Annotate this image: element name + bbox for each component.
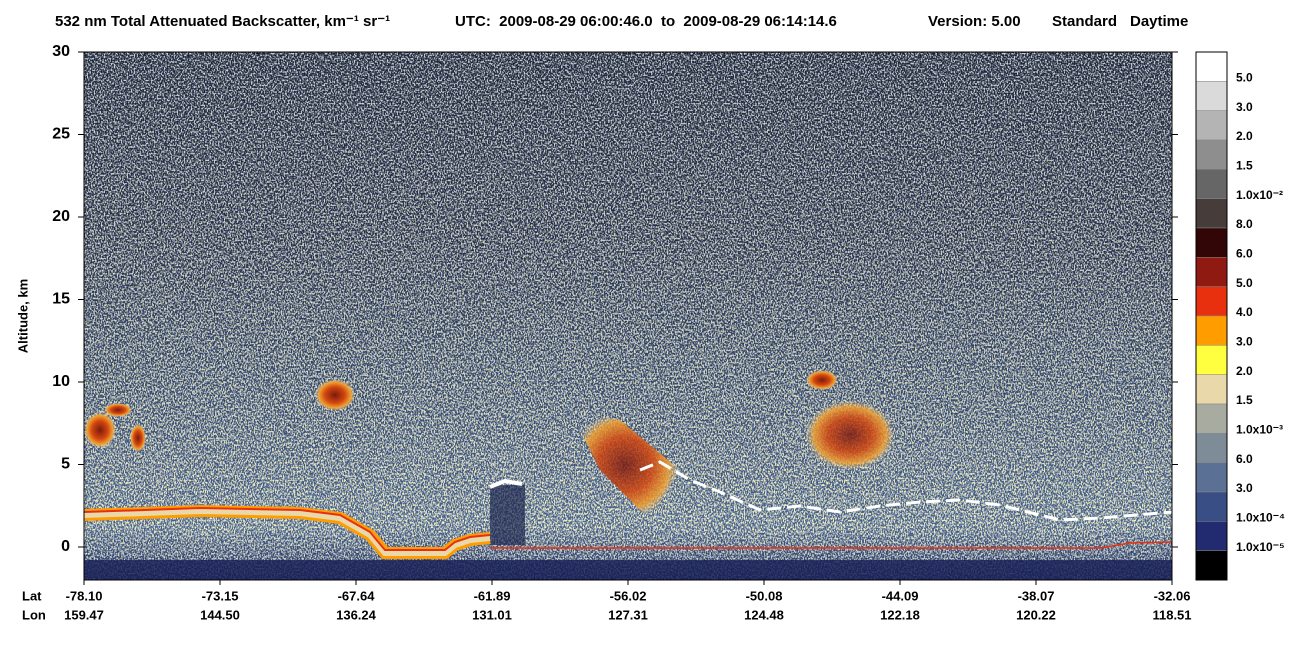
surface-line	[490, 541, 1173, 549]
colorbar-label: 1.0x10⁻³	[1236, 423, 1283, 437]
colorbar-swatch	[1195, 521, 1228, 551]
y-tick-label: 5	[61, 456, 70, 473]
lon-label: 124.48	[744, 607, 784, 622]
colorbar-swatch	[1195, 403, 1228, 434]
y-tick-label: 10	[52, 373, 70, 390]
field-speckle	[84, 52, 1172, 580]
low-cloud-top	[489, 478, 523, 489]
lon-label: 127.31	[608, 607, 648, 622]
colorbar-swatch	[1195, 139, 1228, 170]
product: Standard	[1052, 13, 1117, 30]
cloud	[84, 412, 116, 448]
colorbar-label: 8.0	[1236, 217, 1253, 231]
colorbar-label: 3.0	[1236, 100, 1253, 114]
cloud	[130, 424, 146, 452]
colorbar-swatch	[1195, 345, 1228, 375]
y-tick-label: 20	[52, 208, 70, 225]
colorbar-label: 1.5	[1236, 159, 1253, 173]
cloud	[315, 379, 355, 411]
colorbar-label: 1.5	[1236, 393, 1253, 407]
subsurface	[84, 560, 1172, 580]
colorbar-swatch	[1195, 51, 1228, 82]
colorbar-swatch	[1195, 462, 1228, 493]
colorbar-label: 6.0	[1236, 452, 1253, 466]
lat-label: -38.07	[1018, 588, 1055, 603]
lat-label: -50.08	[746, 588, 783, 603]
y-tick-label: 15	[52, 291, 70, 308]
colorbar-swatch	[1195, 169, 1228, 199]
lon-label: 136.24	[336, 607, 377, 622]
colorbar-label: 3.0	[1236, 481, 1253, 495]
y-axis-label: Altitude, km	[15, 279, 30, 353]
cloud	[104, 403, 132, 417]
y-tick-label: 25	[52, 126, 70, 143]
colorbar-frame	[1195, 51, 1228, 581]
colorbar-label: 6.0	[1236, 247, 1253, 261]
time-range: UTC: 2009-08-29 06:00:46.0 to 2009-08-29…	[455, 13, 837, 30]
surface-line	[83, 506, 491, 551]
colorbar-label: 5.0	[1236, 71, 1253, 85]
colorbar-label: 4.0	[1236, 305, 1253, 319]
backscatter-field	[83, 51, 1173, 581]
y-tick-label: 0	[61, 538, 70, 555]
cloud	[806, 370, 838, 390]
colorbar-label: 1.0x10⁻⁵	[1236, 540, 1285, 554]
lon-label: 144.50	[200, 607, 240, 622]
y-tick-label: 30	[52, 43, 70, 60]
lon-label: 131.01	[472, 607, 512, 622]
colorbar-label: 1.0x10⁻²	[1236, 188, 1283, 202]
colorbar-swatch	[1195, 227, 1228, 258]
colorbar-swatch	[1195, 286, 1228, 317]
lat-label: -56.02	[610, 588, 647, 603]
colorbar-label: 1.0x10⁻⁴	[1236, 511, 1285, 525]
x-row-label: Lat	[22, 588, 42, 603]
colorbar-label: 2.0	[1236, 364, 1253, 378]
colorbar-swatch	[1195, 110, 1228, 141]
colorbar-label: 3.0	[1236, 335, 1253, 349]
colorbar-swatch	[1195, 198, 1228, 229]
x-row-label: Lon	[22, 607, 46, 622]
version: Version: 5.00	[928, 13, 1021, 30]
low-cloud-top	[639, 460, 1173, 522]
low-cloud-shadow	[490, 485, 525, 545]
lat-label: -78.10	[66, 588, 103, 603]
cloud	[805, 400, 895, 470]
chart-title: 532 nm Total Attenuated Backscatter, km⁻…	[55, 13, 390, 30]
lat-label: -67.64	[338, 588, 376, 603]
colorbar-swatch	[1195, 257, 1228, 287]
colorbar-swatch	[1195, 550, 1228, 581]
mode: Daytime	[1130, 13, 1188, 30]
lat-label: -44.09	[882, 588, 919, 603]
colorbar-label: 5.0	[1236, 276, 1253, 290]
lon-label: 159.47	[64, 607, 104, 622]
lat-label: -32.06	[1154, 588, 1191, 603]
surface-band	[83, 507, 491, 556]
colorbar-swatch	[1195, 315, 1228, 346]
colorbar-swatch	[1195, 374, 1228, 405]
lon-label: 120.22	[1016, 607, 1056, 622]
colorbar-swatch	[1195, 491, 1228, 522]
lat-label: -61.89	[474, 588, 511, 603]
colorbar-swatch	[1195, 433, 1228, 463]
colorbar-label: 2.0	[1236, 129, 1253, 143]
lon-label: 122.18	[880, 607, 920, 622]
cloud	[570, 410, 680, 520]
lat-label: -73.15	[202, 588, 239, 603]
colorbar-swatch	[1195, 81, 1228, 111]
lon-label: 118.51	[1152, 607, 1191, 622]
